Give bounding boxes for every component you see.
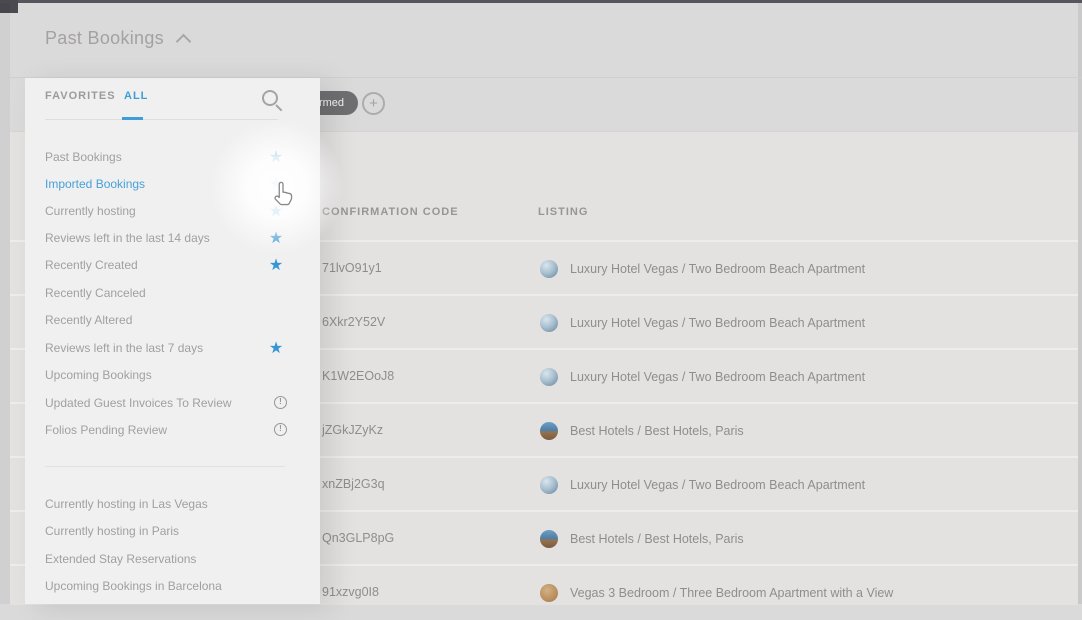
listing-name: Best Hotels / Best Hotels, Paris: [570, 532, 744, 546]
table-row[interactable]: Qn3GLP8pG Best Hotels / Best Hotels, Par…: [10, 510, 1078, 566]
favorite-star-icon[interactable]: ★: [268, 228, 284, 247]
left-edge-strip: [0, 3, 10, 604]
listing-name: Luxury Hotel Vegas / Two Bedroom Beach A…: [570, 370, 866, 384]
saved-view-recently-canceled[interactable]: Recently Canceled: [45, 286, 146, 300]
confirmation-code: K1W2EOoJ8: [322, 369, 395, 383]
saved-view-recently-altered[interactable]: Recently Altered: [45, 313, 133, 327]
listing-thumbnail: [540, 368, 558, 386]
listing-thumbnail: [540, 422, 558, 440]
listing-name: Vegas 3 Bedroom / Three Bedroom Apartmen…: [570, 586, 894, 600]
listing-thumbnail: [540, 314, 558, 332]
add-filter-button[interactable]: +: [362, 92, 385, 115]
table-row[interactable]: 91xzvg0I8 Vegas 3 Bedroom / Three Bedroo…: [10, 564, 1078, 620]
panel-section-divider: [45, 466, 285, 467]
saved-view-hosting-paris[interactable]: Currently hosting in Paris: [45, 524, 180, 538]
page-header: Past Bookings: [0, 3, 1082, 78]
listing-thumbnail: [540, 584, 558, 602]
column-header-listing: LISTING: [538, 206, 589, 218]
confirmation-code: xnZBj2G3q: [322, 477, 385, 491]
confirmation-code: 71lvO91y1: [322, 261, 382, 275]
confirmation-code: 6Xkr2Y52V: [322, 315, 386, 329]
tabs-divider: [45, 119, 278, 120]
listing-name: Best Hotels / Best Hotels, Paris: [570, 424, 744, 438]
info-icon[interactable]: !: [274, 396, 287, 409]
listing-thumbnail: [540, 530, 558, 548]
saved-view-past-bookings[interactable]: Past Bookings ★: [25, 145, 320, 169]
plus-icon: +: [369, 95, 378, 112]
favorite-star-icon[interactable]: ★: [268, 338, 284, 357]
saved-view-folios-pending-review[interactable]: Folios Pending Review !: [25, 418, 320, 442]
bookings-view-dropdown-toggle[interactable]: Past Bookings: [45, 28, 192, 50]
saved-view-updated-guest-invoices[interactable]: Updated Guest Invoices To Review !: [25, 391, 320, 415]
saved-view-upcoming-bookings[interactable]: Upcoming Bookings: [45, 368, 152, 382]
favorite-star-icon[interactable]: ★: [268, 147, 284, 166]
confirmation-code: 91xzvg0I8: [322, 585, 379, 599]
saved-view-upcoming-barcelona[interactable]: Upcoming Bookings in Barcelona: [45, 579, 222, 593]
listing-thumbnail: [540, 260, 558, 278]
saved-view-hosting-las-vegas[interactable]: Currently hosting in Las Vegas: [45, 497, 208, 511]
favorite-star-icon[interactable]: ★: [268, 201, 284, 220]
saved-views-panel: FAVORITES ALL Past Bookings ★ Imported B…: [25, 78, 320, 604]
listing-name: Luxury Hotel Vegas / Two Bedroom Beach A…: [570, 478, 866, 492]
saved-view-recently-created[interactable]: Recently Created ★: [25, 253, 320, 277]
active-tab-underline: [122, 117, 143, 120]
table-row[interactable]: 71lvO91y1 Luxury Hotel Vegas / Two Bedro…: [10, 240, 1078, 296]
table-row[interactable]: K1W2EOoJ8 Luxury Hotel Vegas / Two Bedro…: [10, 348, 1078, 404]
chevron-up-icon: [175, 33, 192, 50]
search-icon: [262, 90, 278, 106]
saved-view-currently-hosting[interactable]: Currently hosting ★: [25, 199, 320, 223]
table-row[interactable]: jZGkJZyKz Best Hotels / Best Hotels, Par…: [10, 402, 1078, 458]
right-edge-strip: [1078, 3, 1082, 604]
table-row[interactable]: 6Xkr2Y52V Luxury Hotel Vegas / Two Bedro…: [10, 294, 1078, 350]
top-edge-bar: [0, 0, 1082, 3]
favorite-star-icon[interactable]: ★: [268, 255, 284, 274]
tab-all[interactable]: ALL: [124, 90, 149, 102]
listing-thumbnail: [540, 476, 558, 494]
listing-name: Luxury Hotel Vegas / Two Bedroom Beach A…: [570, 316, 866, 330]
saved-view-extended-stay[interactable]: Extended Stay Reservations: [45, 552, 197, 566]
confirmation-code: Qn3GLP8pG: [322, 531, 395, 545]
saved-view-imported-bookings[interactable]: Imported Bookings ★: [25, 172, 320, 196]
search-button[interactable]: [259, 87, 285, 113]
tab-favorites[interactable]: FAVORITES: [45, 90, 116, 102]
top-left-corner-block: [0, 0, 18, 13]
page-title: Past Bookings: [45, 28, 164, 48]
table-row[interactable]: xnZBj2G3q Luxury Hotel Vegas / Two Bedro…: [10, 456, 1078, 512]
info-icon[interactable]: !: [274, 423, 287, 436]
column-header-confirmation-code: CONFIRMATION CODE: [322, 206, 459, 218]
favorite-star-icon[interactable]: ★: [268, 174, 284, 193]
saved-view-reviews-14-days[interactable]: Reviews left in the last 14 days ★: [25, 226, 320, 250]
confirmation-code: jZGkJZyKz: [322, 423, 384, 437]
saved-view-reviews-7-days[interactable]: Reviews left in the last 7 days ★: [25, 336, 320, 360]
listing-name: Luxury Hotel Vegas / Two Bedroom Beach A…: [570, 262, 866, 276]
